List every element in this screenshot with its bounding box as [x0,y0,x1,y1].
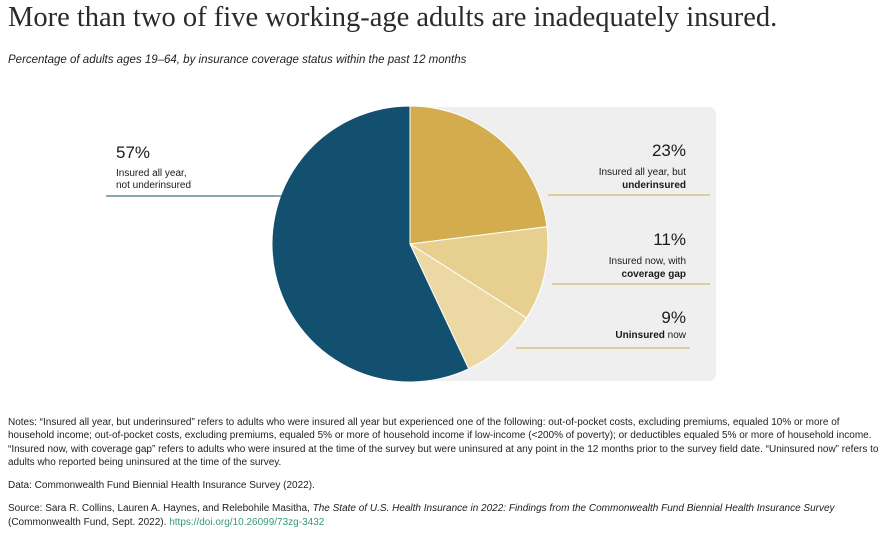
chart-title: More than two of five working-age adults… [8,2,778,33]
slice-percent-label-4: 57% [116,143,150,162]
slice-label-line1-1: Insured all year, but [599,167,686,178]
slice-label-line2-4: not underinsured [116,180,191,191]
pie-slice-1 [409,105,548,245]
slice-percent-label-1: 23% [652,141,686,160]
notes-text: Notes: “Insured all year, but underinsur… [8,417,879,468]
slice-label-normal-3: now [665,330,687,341]
slice-label-bold-2: coverage gap [622,269,686,280]
source-suffix: (Commonwealth Fund, Sept. 2022). [8,516,170,528]
slice-label-normal-4: not underinsured [116,180,191,191]
slice-label-line1-2: Insured now, with [609,256,686,267]
pie-slice-4 [271,105,470,383]
slice-percent-label-2: 11% [653,230,686,249]
slice-label-line2-2: coverage gap [622,269,686,280]
chart-notes: Notes: “Insured all year, but underinsur… [8,416,882,539]
slice-percent-label-3: 9% [661,308,686,327]
source-title: The State of U.S. Health Insurance in 20… [312,503,835,515]
slice-label-line2-1: underinsured [622,180,686,191]
source-citation: Source: Sara R. Collins, Lauren A. Hayne… [8,502,882,529]
source-prefix: Source: Sara R. Collins, Lauren A. Hayne… [8,503,313,515]
slice-label-bold-1: underinsured [622,180,686,191]
slice-label-line1-4: Insured all year, [116,168,187,179]
doi-link[interactable]: https://doi.org/10.26099/73zg-3432 [169,516,325,528]
slice-label-line2-3: Uninsured now [615,330,686,341]
data-source-text: Data: Commonwealth Fund Biennial Health … [8,480,315,492]
chart-subtitle: Percentage of adults ages 19–64, by insu… [8,54,467,66]
pie-chart: 23% Insured all year, but underinsured 11% I… [106,105,716,383]
slice-label-bold-3: Uninsured [615,330,664,341]
pie-slice-2 [408,226,549,319]
